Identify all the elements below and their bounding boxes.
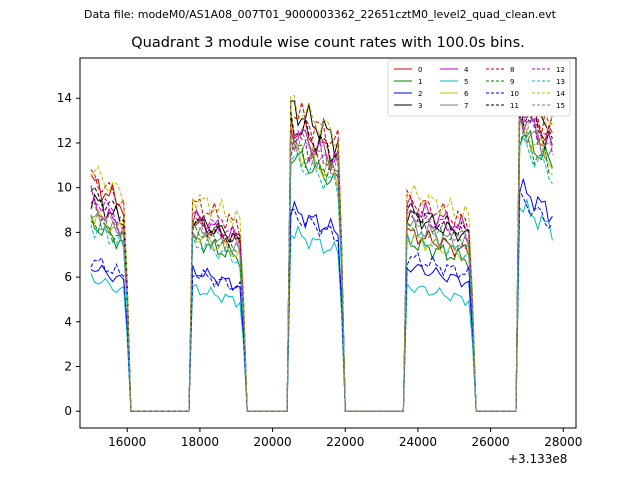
x-tick-label: 16000 — [108, 435, 146, 449]
series-line-2 — [90, 178, 553, 412]
legend-label-14: 14 — [556, 90, 565, 98]
x-tick-label: 18000 — [181, 435, 219, 449]
legend-label-2: 2 — [418, 90, 422, 98]
y-tick-label: 10 — [57, 181, 72, 195]
series-line-10 — [90, 188, 553, 412]
y-tick-label: 0 — [64, 404, 72, 418]
x-tick-label: 28000 — [544, 435, 582, 449]
legend-label-15: 15 — [556, 102, 565, 110]
legend-label-6: 6 — [464, 90, 469, 98]
y-tick-label: 8 — [64, 225, 72, 239]
axes-layer: 16000 18000 20000 22000 24000 26000 28000 0 2 4 6 8… — [57, 91, 583, 449]
series-line-12 — [90, 104, 553, 412]
figure-suptitle: Data file: modeM0/AS1A08_007T01_90000033… — [84, 8, 556, 21]
y-tick-label: 14 — [57, 91, 72, 105]
legend-label-9: 9 — [510, 78, 514, 86]
y-tick-label: 2 — [64, 360, 72, 374]
series-line-7 — [90, 117, 553, 412]
y-tick-label: 4 — [64, 315, 72, 329]
series-line-11 — [90, 96, 553, 412]
series-line-6 — [90, 119, 553, 412]
legend-label-3: 3 — [418, 102, 422, 110]
legend-label-13: 13 — [556, 78, 565, 86]
legend-box — [387, 59, 571, 117]
x-tick-label: 20000 — [253, 435, 291, 449]
plot-frame — [79, 57, 577, 429]
legend-label-12: 12 — [556, 66, 565, 74]
legend-label-5: 5 — [464, 78, 468, 86]
legend-label-1: 1 — [418, 78, 422, 86]
x-offset-label: +3.133e8 — [508, 452, 568, 466]
legend-label-4: 4 — [464, 66, 469, 74]
chart-title: Quadrant 3 module wise count rates with … — [131, 35, 525, 51]
y-tick-label: 6 — [64, 270, 72, 284]
legend-label-7: 7 — [464, 102, 468, 110]
legend-label-11: 11 — [510, 102, 519, 110]
legend-label-10: 10 — [510, 90, 519, 98]
x-tick-label: 22000 — [326, 435, 364, 449]
series-line-15 — [90, 115, 553, 412]
x-tick-label: 24000 — [399, 435, 437, 449]
legend-label-8: 8 — [510, 66, 514, 74]
x-tick-label: 26000 — [472, 435, 510, 449]
series-layer — [90, 77, 553, 412]
legend-label-0: 0 — [418, 66, 422, 74]
y-tick-label: 12 — [57, 136, 72, 150]
series-line-13 — [90, 135, 553, 412]
